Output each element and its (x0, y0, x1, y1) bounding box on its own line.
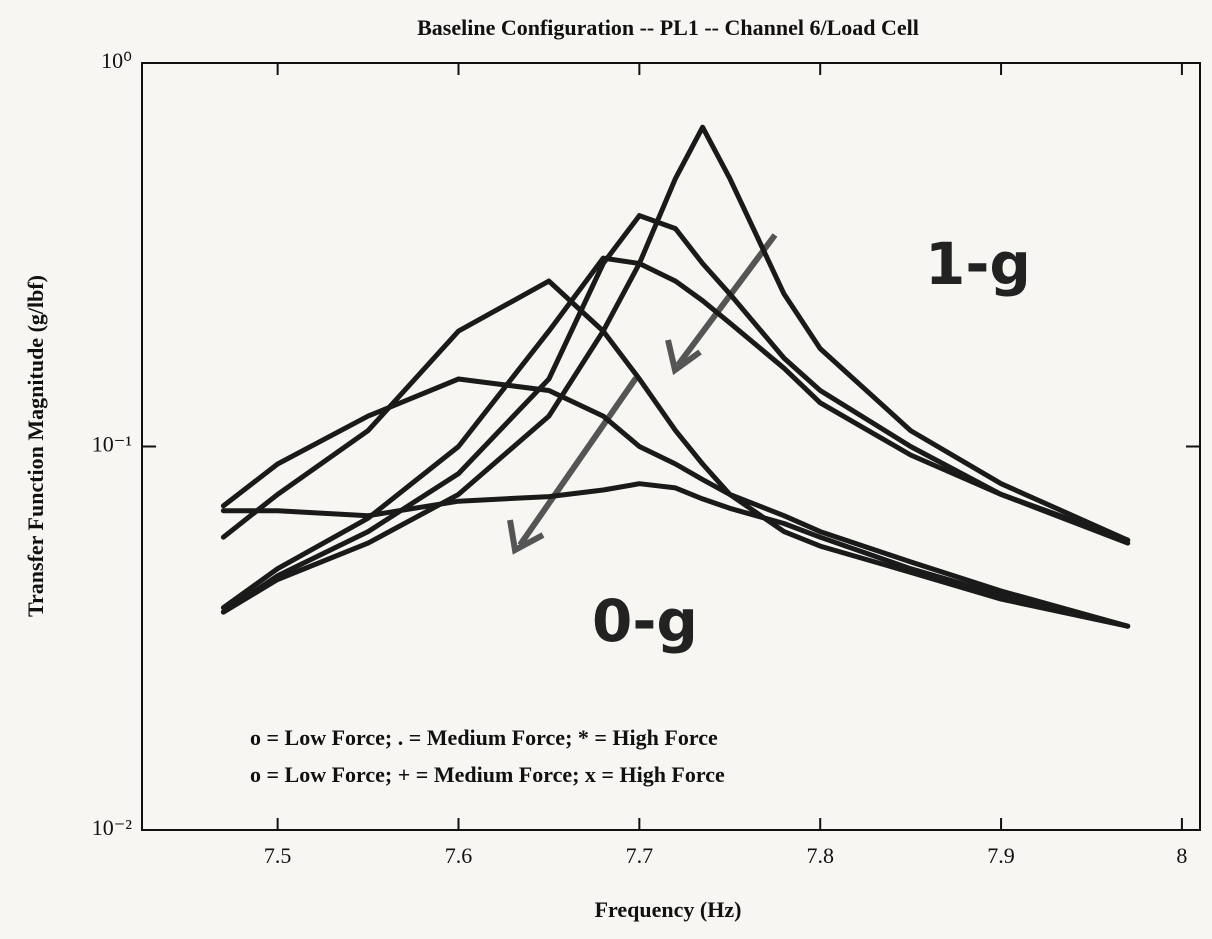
x-tick-label: 7.6 (445, 843, 473, 868)
x-axis-label: Frequency (Hz) (595, 897, 742, 922)
annotation: o = Low Force; . = Medium Force; * = Hig… (250, 725, 718, 750)
x-tick-label: 7.9 (987, 843, 1015, 868)
annotation: 0-g (592, 587, 698, 655)
data-line (220, 481, 1131, 629)
arrow (675, 233, 778, 367)
y-axis-label: Transfer Function Magnitude (g/lbf) (23, 275, 48, 617)
annotation: o = Low Force; + = Medium Force; x = Hig… (250, 762, 725, 787)
data-line (220, 255, 1131, 611)
data-line (220, 278, 1131, 629)
x-tick-label: 8 (1176, 843, 1187, 868)
data-line (220, 124, 1131, 615)
y-tick-label: 10⁻² (92, 815, 133, 840)
x-tick-label: 7.8 (806, 843, 834, 868)
annotation: 1-g (925, 230, 1031, 298)
y-tick-label: 10⁰ (101, 48, 132, 73)
x-tick-label: 7.5 (264, 843, 292, 868)
plot-frame (141, 62, 1201, 831)
arrowhead (507, 519, 545, 555)
arrows (507, 233, 778, 555)
arrow (517, 376, 639, 547)
x-tick-label: 7.7 (626, 843, 654, 868)
y-tick-label: 10⁻¹ (92, 432, 132, 457)
arrowhead (665, 339, 702, 376)
chart-title: Baseline Configuration -- PL1 -- Channel… (417, 15, 919, 40)
data-line (220, 376, 1131, 629)
